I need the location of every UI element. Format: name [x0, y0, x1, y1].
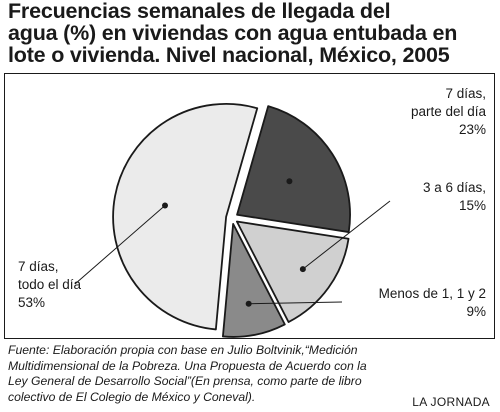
slice-marker-4: [162, 202, 169, 209]
pie-slice-3: [222, 222, 286, 338]
chart-title: Frecuencias semanales de llegada del agu…: [8, 0, 496, 66]
leader-line-4: [74, 205, 166, 285]
slice-label-3: Menos de 1, 1 y 2 9%: [379, 286, 486, 319]
chart-frame: [4, 73, 495, 339]
title-line-1: Frecuencias semanales de llegada del: [8, 0, 391, 23]
footnote-line-3: Ley General de Desarrollo Social”(En pre…: [8, 374, 362, 388]
slice-label-1: 7 días, parte del día 23%: [411, 86, 487, 137]
slice-marker-3: [245, 300, 252, 307]
footnote-line-1: Fuente: Elaboración propia con base en J…: [8, 343, 358, 357]
slice-label-2: 3 a 6 días, 15%: [423, 180, 486, 213]
slice-marker-1: [286, 178, 293, 185]
pie-slice-4: [112, 103, 259, 331]
footnote-line-4: colectivo de El Colegio de México y Cone…: [8, 389, 256, 404]
footnote-line-2: Multidimensional de la Pobreza. Una Prop…: [8, 358, 367, 373]
leader-line-2: [302, 200, 391, 270]
slice-marker-2: [299, 266, 306, 273]
slice-label-4: 7 días, todo el día 53%: [18, 259, 82, 310]
leader-line-3: [248, 301, 343, 305]
publisher-credit: LA JORNADA: [412, 395, 490, 409]
pie-slice-1: [236, 105, 351, 233]
title-line-3: lote o vivienda. Nivel nacional, México,…: [8, 43, 450, 67]
title-line-2: agua (%) en viviendas con agua entubada …: [8, 21, 458, 45]
source-footnote: Fuente: Elaboración propia con base en J…: [8, 343, 388, 405]
pie-slice-2: [235, 220, 350, 323]
